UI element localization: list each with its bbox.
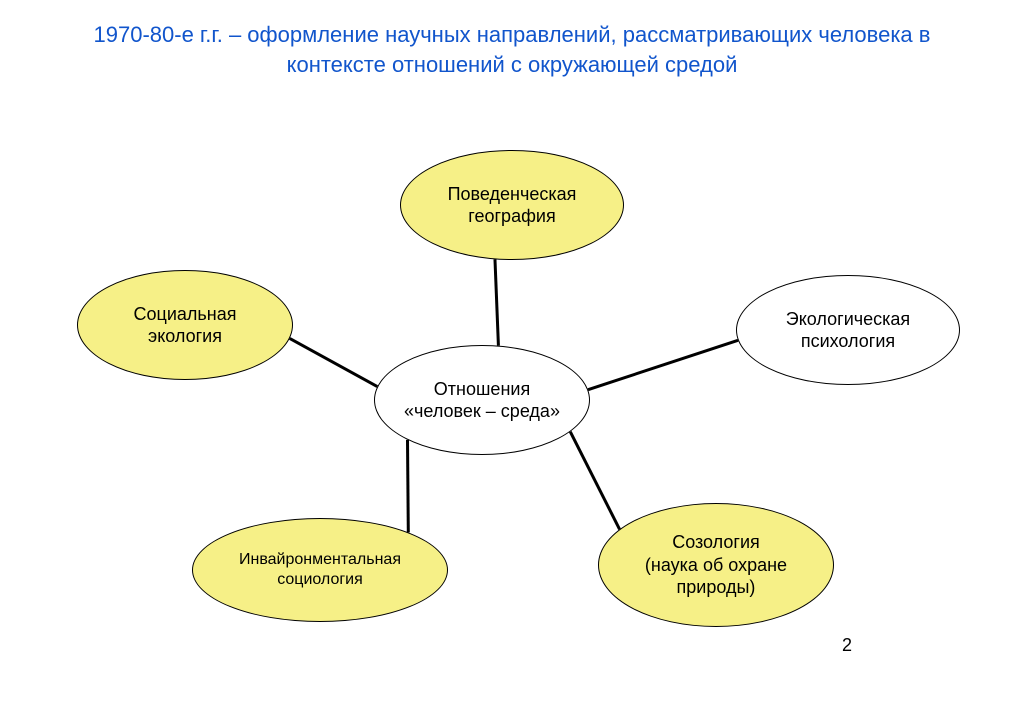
diagram-edge bbox=[290, 338, 378, 386]
diagram-node-label: Отношения«человек – среда» bbox=[404, 378, 560, 423]
diagram-node-2: Экологическаяпсихология bbox=[736, 275, 960, 385]
diagram-node-1: Поведенческаягеография bbox=[400, 150, 624, 260]
diagram-edge bbox=[588, 340, 738, 389]
diagram-edge bbox=[570, 432, 619, 530]
diagram-node-label: Социальнаяэкология bbox=[134, 303, 237, 348]
diagram-node-3: Созология(наука об охранеприроды) bbox=[598, 503, 834, 627]
diagram-node-label: Созология(наука об охранеприроды) bbox=[645, 531, 787, 599]
diagram-node-label: Поведенческаягеография bbox=[448, 183, 577, 228]
diagram-edge bbox=[407, 440, 408, 533]
diagram-node-center: Отношения«человек – среда» bbox=[374, 345, 590, 455]
page-number: 2 bbox=[842, 635, 852, 656]
diagram-edge bbox=[495, 259, 498, 345]
diagram-node-4: Инвайронментальнаясоциология bbox=[192, 518, 448, 622]
diagram-node-5: Социальнаяэкология bbox=[77, 270, 293, 380]
diagram-node-label: Инвайронментальнаясоциология bbox=[239, 550, 401, 590]
diagram-node-label: Экологическаяпсихология bbox=[786, 308, 910, 353]
